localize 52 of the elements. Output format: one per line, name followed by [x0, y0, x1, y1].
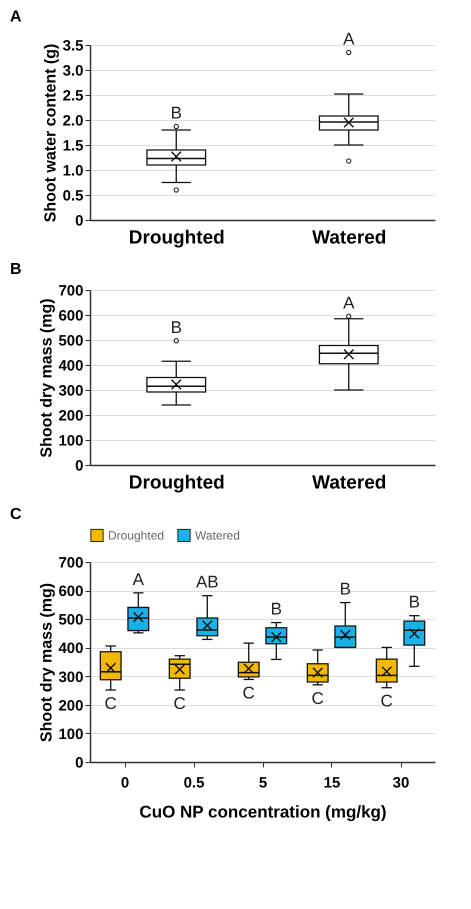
x-tick-label: 0.5	[184, 774, 204, 792]
annotation: AB	[196, 572, 219, 592]
chart-title: B	[10, 261, 22, 278]
y-tick-label: 2.5	[62, 88, 84, 104]
y-tick-label: 400	[58, 640, 84, 658]
annotation: C	[104, 694, 117, 713]
y-tick-label: 3.5	[62, 38, 84, 54]
y-tick-label: 0	[75, 458, 84, 474]
y-tick-label: 700	[58, 554, 84, 572]
y-tick-label: 700	[58, 282, 84, 300]
y-axis-title: Shoot dry mass (mg)	[38, 582, 56, 742]
y-tick-label: 500	[58, 612, 84, 629]
y-tick-label: 300	[58, 668, 84, 686]
annotation: C	[242, 683, 255, 702]
chart-title: C	[10, 506, 22, 523]
y-tick-label: 1.5	[62, 138, 84, 154]
y-tick-label: 0.5	[62, 188, 84, 204]
x-tick-label: 15	[324, 774, 340, 792]
annotation: B	[340, 580, 351, 599]
y-tick-label: 0	[75, 212, 84, 230]
y-tick-label: 2.0	[62, 112, 84, 130]
legend-label: Droughted	[108, 528, 164, 542]
y-axis-title: Shoot dry mass (mg)	[38, 298, 56, 458]
annotation: B	[170, 104, 182, 122]
annotation: C	[380, 692, 393, 711]
y-tick-label: 200	[58, 697, 84, 714]
y-tick-label: 1.0	[62, 162, 84, 180]
x-tick-label: 30	[392, 774, 410, 792]
annotation: C	[312, 688, 324, 708]
annotation: B	[270, 600, 282, 619]
y-tick-label: 0	[75, 754, 84, 772]
y-tick-label: 200	[58, 408, 84, 424]
y-tick-label: 3.0	[62, 62, 84, 80]
y-axis-title: Shoot water content (g)	[42, 44, 60, 222]
legend-label: Watered	[195, 528, 240, 542]
annotation: B	[408, 592, 420, 612]
y-tick-label: 600	[58, 583, 84, 600]
annotation: A	[343, 293, 356, 312]
x-tick-label: 0	[120, 774, 130, 792]
x-tick-label: 5	[258, 774, 268, 792]
annotation: B	[170, 318, 182, 337]
annotation: A	[343, 30, 356, 48]
chart-title: A	[10, 8, 22, 26]
y-tick-label: 500	[58, 332, 84, 350]
annotation: C	[174, 694, 186, 713]
x-axis-title: CuO NP concentration (mg/kg)	[139, 802, 387, 822]
y-tick-label: 100	[58, 726, 84, 743]
y-tick-label: 300	[58, 382, 84, 400]
y-tick-label: 600	[58, 308, 84, 324]
y-tick-label: 400	[58, 358, 84, 374]
y-tick-label: 100	[58, 432, 84, 450]
annotation: A	[132, 570, 145, 589]
